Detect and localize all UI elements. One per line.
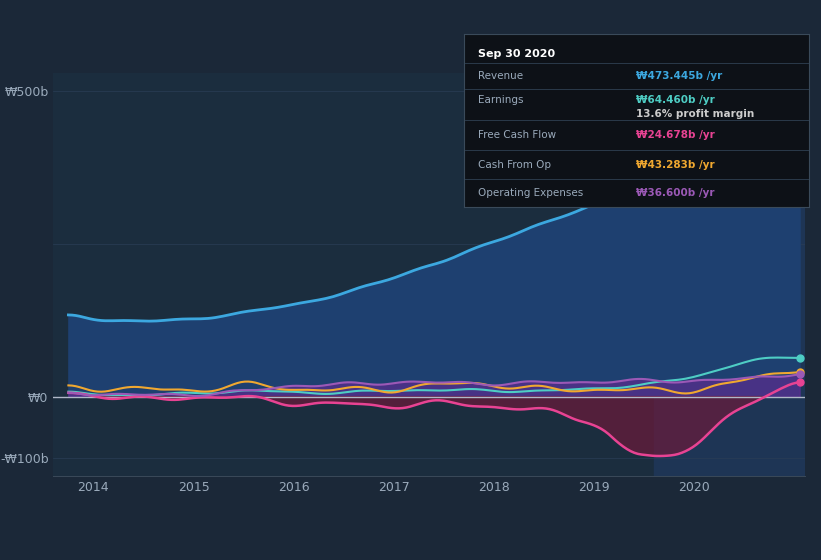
Text: Sep 30 2020: Sep 30 2020 [478, 49, 555, 59]
Text: ₩24.678b /yr: ₩24.678b /yr [636, 130, 715, 140]
Text: ₩64.460b /yr: ₩64.460b /yr [636, 95, 715, 105]
Text: 13.6% profit margin: 13.6% profit margin [636, 109, 754, 119]
Bar [654, 73, 805, 476]
Text: Earnings: Earnings [478, 95, 523, 105]
Text: Revenue: Revenue [478, 71, 523, 81]
Text: Cash From Op: Cash From Op [478, 160, 551, 170]
Text: ₩43.283b /yr: ₩43.283b /yr [636, 160, 715, 170]
Text: Operating Expenses: Operating Expenses [478, 188, 583, 198]
Text: ₩473.445b /yr: ₩473.445b /yr [636, 71, 722, 81]
Text: ₩36.600b /yr: ₩36.600b /yr [636, 188, 715, 198]
Text: Free Cash Flow: Free Cash Flow [478, 130, 556, 140]
